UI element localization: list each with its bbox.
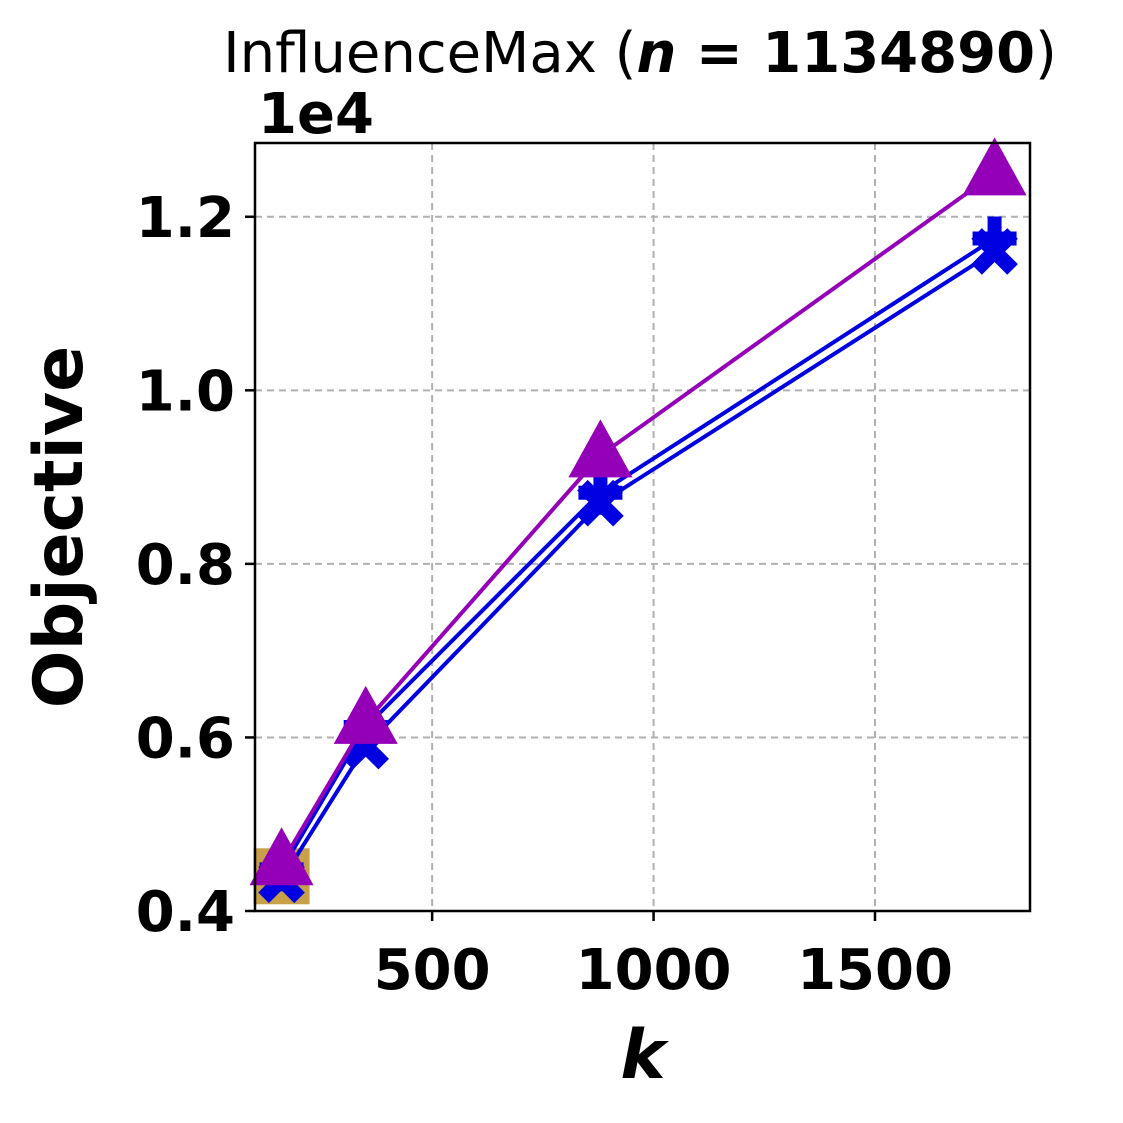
x-tick-label: 1000 [576,938,732,1003]
data-point-triangle [249,827,314,886]
y-tick-label: 1.2 [136,186,235,251]
data-point-plus [578,470,623,515]
data-point-triangle [333,685,398,744]
series-line [279,236,996,871]
x-tick-label: 500 [374,938,491,1003]
x-axis-label: k [620,1016,669,1095]
x-tick-label: 1500 [797,938,953,1003]
plot-frame [253,141,1032,913]
chart-title: InfluenceMax (n = 1134890) [223,21,1057,86]
grid [255,143,1030,912]
y-tick-label: 1.0 [136,359,235,424]
y-tick-label: 0.8 [136,533,235,598]
y-axis-label: Objective [20,346,99,708]
ticks: 500 1000 1500 0.4 0.6 0.8 1.0 1.2 [136,186,953,1003]
y-offset-label: 1e4 [258,82,374,147]
data-point-triangle [962,137,1027,196]
series-plus [259,216,1017,892]
series-line [279,249,996,881]
y-tick-label: 0.6 [136,706,235,771]
data-point-triangle [568,419,633,478]
series-line [279,171,996,865]
series-x [258,228,1018,904]
y-tick-label: 0.4 [136,880,235,945]
series-triangle [249,137,1027,886]
plot-series [249,137,1027,905]
data-point-plus [972,216,1017,261]
